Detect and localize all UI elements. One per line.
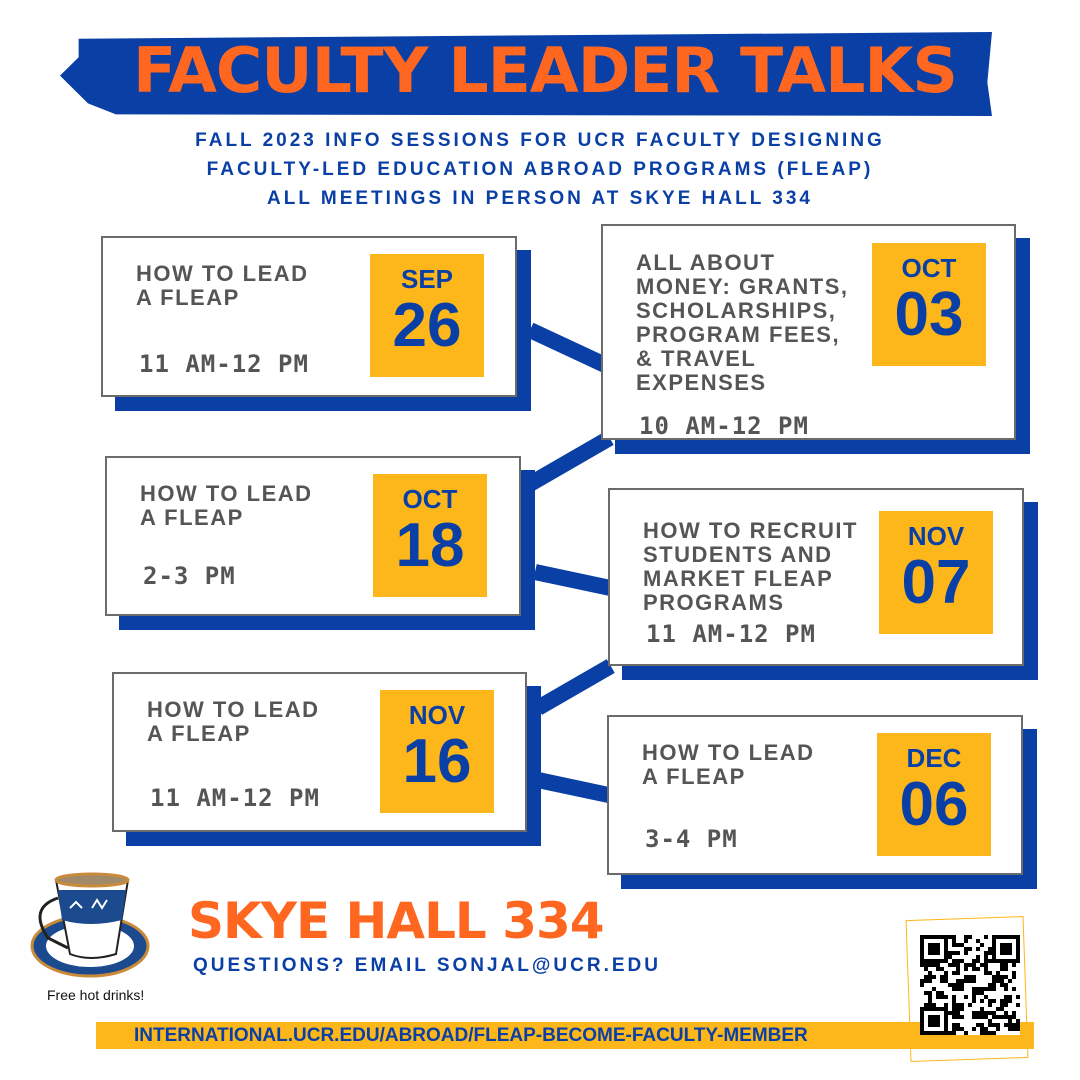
session-time: 10 AM-12 PM: [639, 412, 809, 440]
date-month: NOV: [907, 521, 965, 551]
session-time: 11 AM-12 PM: [139, 350, 309, 378]
location-heading: SKYE HALL 334: [188, 892, 605, 950]
date-day: 18: [395, 511, 465, 580]
subtitle-line: ALL MEETINGS IN PERSON AT SKYE HALL 334: [267, 188, 813, 209]
date-day: 03: [894, 280, 964, 349]
session-card[interactable]: HOW TO LEAD A FLEAP 11 AM-12 PM NOV 16: [112, 672, 527, 832]
session-card[interactable]: HOW TO RECRUIT STUDENTS AND MARKET FLEAP…: [608, 488, 1024, 666]
session-title: HOW TO LEAD A FLEAP: [642, 740, 815, 789]
session-card[interactable]: ALL ABOUT MONEY: GRANTS, SCHOLARSHIPS, P…: [601, 224, 1016, 440]
date-month: DEC: [906, 743, 962, 773]
questions-email[interactable]: QUESTIONS? EMAIL SONJAL@UCR.EDU: [193, 955, 661, 976]
subtitle-line: FALL 2023 INFO SESSIONS FOR UCR FACULTY …: [195, 130, 885, 151]
session-title: HOW TO LEAD A FLEAP: [136, 261, 309, 310]
url-bar: [96, 1022, 1034, 1049]
program-url-link[interactable]: INTERNATIONAL.UCR.EDU/ABROAD/FLEAP-BECOM…: [134, 1025, 808, 1046]
title-brush-banner: [60, 32, 992, 116]
session-card[interactable]: HOW TO LEAD A FLEAP 11 AM-12 PM SEP 26: [101, 236, 517, 397]
date-badge: OCT 03: [872, 243, 986, 366]
session-time: 2-3 PM: [143, 562, 236, 590]
session-card[interactable]: HOW TO LEAD A FLEAP 3-4 PM DEC 06: [607, 715, 1023, 875]
date-badge: OCT 18: [373, 474, 487, 597]
date-month: OCT: [901, 253, 957, 283]
subtitle-line: FACULTY-LED EDUCATION ABROAD PROGRAMS (F…: [206, 159, 874, 180]
free-drinks-note: Free hot drinks!: [47, 987, 145, 1003]
date-badge: NOV 16: [380, 690, 494, 813]
date-day: 07: [901, 548, 971, 617]
session-title: HOW TO LEAD A FLEAP: [140, 481, 313, 530]
connector-line: [534, 659, 615, 715]
date-badge: NOV 07: [879, 511, 993, 634]
date-month: NOV: [408, 700, 466, 730]
connector-line: [533, 564, 613, 597]
session-time: 11 AM-12 PM: [646, 620, 816, 648]
page-title: FACULTY LEADER TALKS: [133, 34, 958, 107]
qr-code-icon[interactable]: [920, 935, 1020, 1035]
date-day: 16: [402, 727, 472, 796]
session-title: ALL ABOUT MONEY: GRANTS, SCHOLARSHIPS, P…: [636, 250, 849, 395]
session-title: HOW TO RECRUIT STUDENTS AND MARKET FLEAP…: [643, 518, 858, 615]
connector-line: [526, 431, 614, 491]
date-day: 06: [899, 770, 969, 839]
session-card[interactable]: HOW TO LEAD A FLEAP 2-3 PM OCT 18: [105, 456, 521, 616]
date-badge: SEP 26: [370, 254, 484, 377]
session-title: HOW TO LEAD A FLEAP: [147, 697, 320, 746]
connector-line: [526, 322, 610, 373]
connector-line: [536, 772, 615, 804]
date-day: 26: [392, 291, 462, 360]
date-badge: DEC 06: [877, 733, 991, 856]
date-month: OCT: [402, 484, 458, 514]
session-time: 11 AM-12 PM: [150, 784, 320, 812]
teacup-icon: [30, 872, 150, 978]
session-time: 3-4 PM: [645, 825, 738, 853]
date-month: SEP: [400, 264, 454, 294]
